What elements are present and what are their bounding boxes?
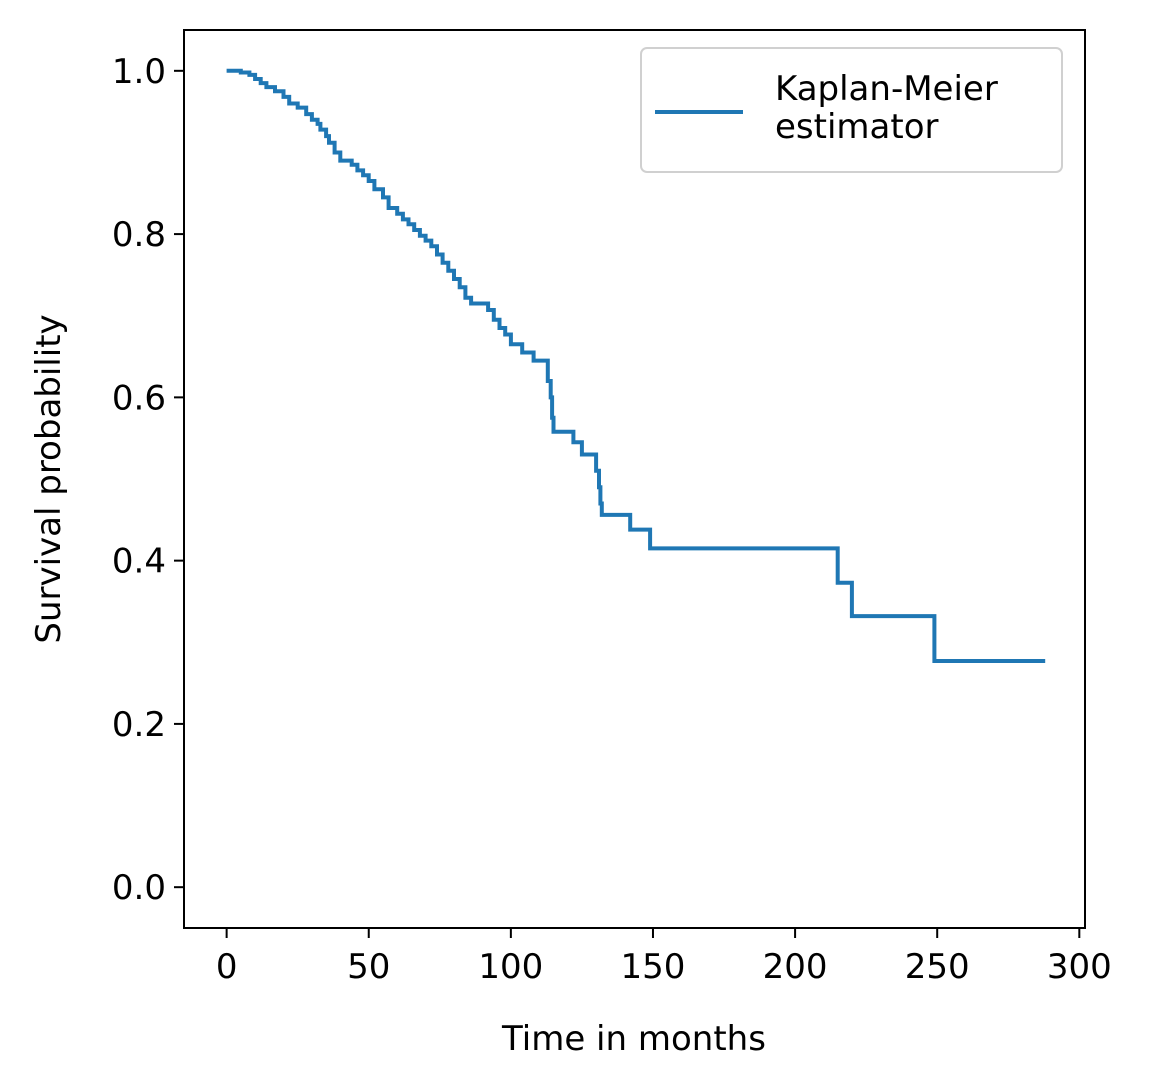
- km-series-line: [226, 68, 1046, 663]
- y-tick-label: 1.0: [112, 52, 166, 92]
- x-tick-label: 150: [621, 947, 686, 987]
- y-tick-label: 0.6: [112, 378, 166, 418]
- x-tick-label: 0: [216, 947, 238, 987]
- y-axis-label: Survival probability: [29, 314, 69, 643]
- y-tick-label: 0.0: [112, 868, 166, 908]
- plot-frame: [183, 29, 1086, 929]
- legend: Kaplan-Meier estimator: [640, 47, 1063, 173]
- x-axis-label: Time in months: [501, 1019, 766, 1059]
- legend-label: Kaplan-Meier estimator: [775, 69, 998, 147]
- x-axis-ticks: 0 50 100 150 200 250 300: [216, 928, 1112, 987]
- y-axis-ticks: 0.0 0.2 0.4 0.6 0.8 1.0: [112, 52, 184, 908]
- x-tick-label: 50: [347, 947, 390, 987]
- x-tick-label: 250: [905, 947, 970, 987]
- x-tick-label: 100: [478, 947, 543, 987]
- y-tick-label: 0.8: [112, 215, 166, 255]
- x-tick-label: 300: [1047, 947, 1112, 987]
- y-tick-label: 0.4: [112, 542, 166, 582]
- x-tick-label: 200: [763, 947, 828, 987]
- y-tick-label: 0.2: [112, 705, 166, 745]
- legend-box: [640, 47, 1063, 173]
